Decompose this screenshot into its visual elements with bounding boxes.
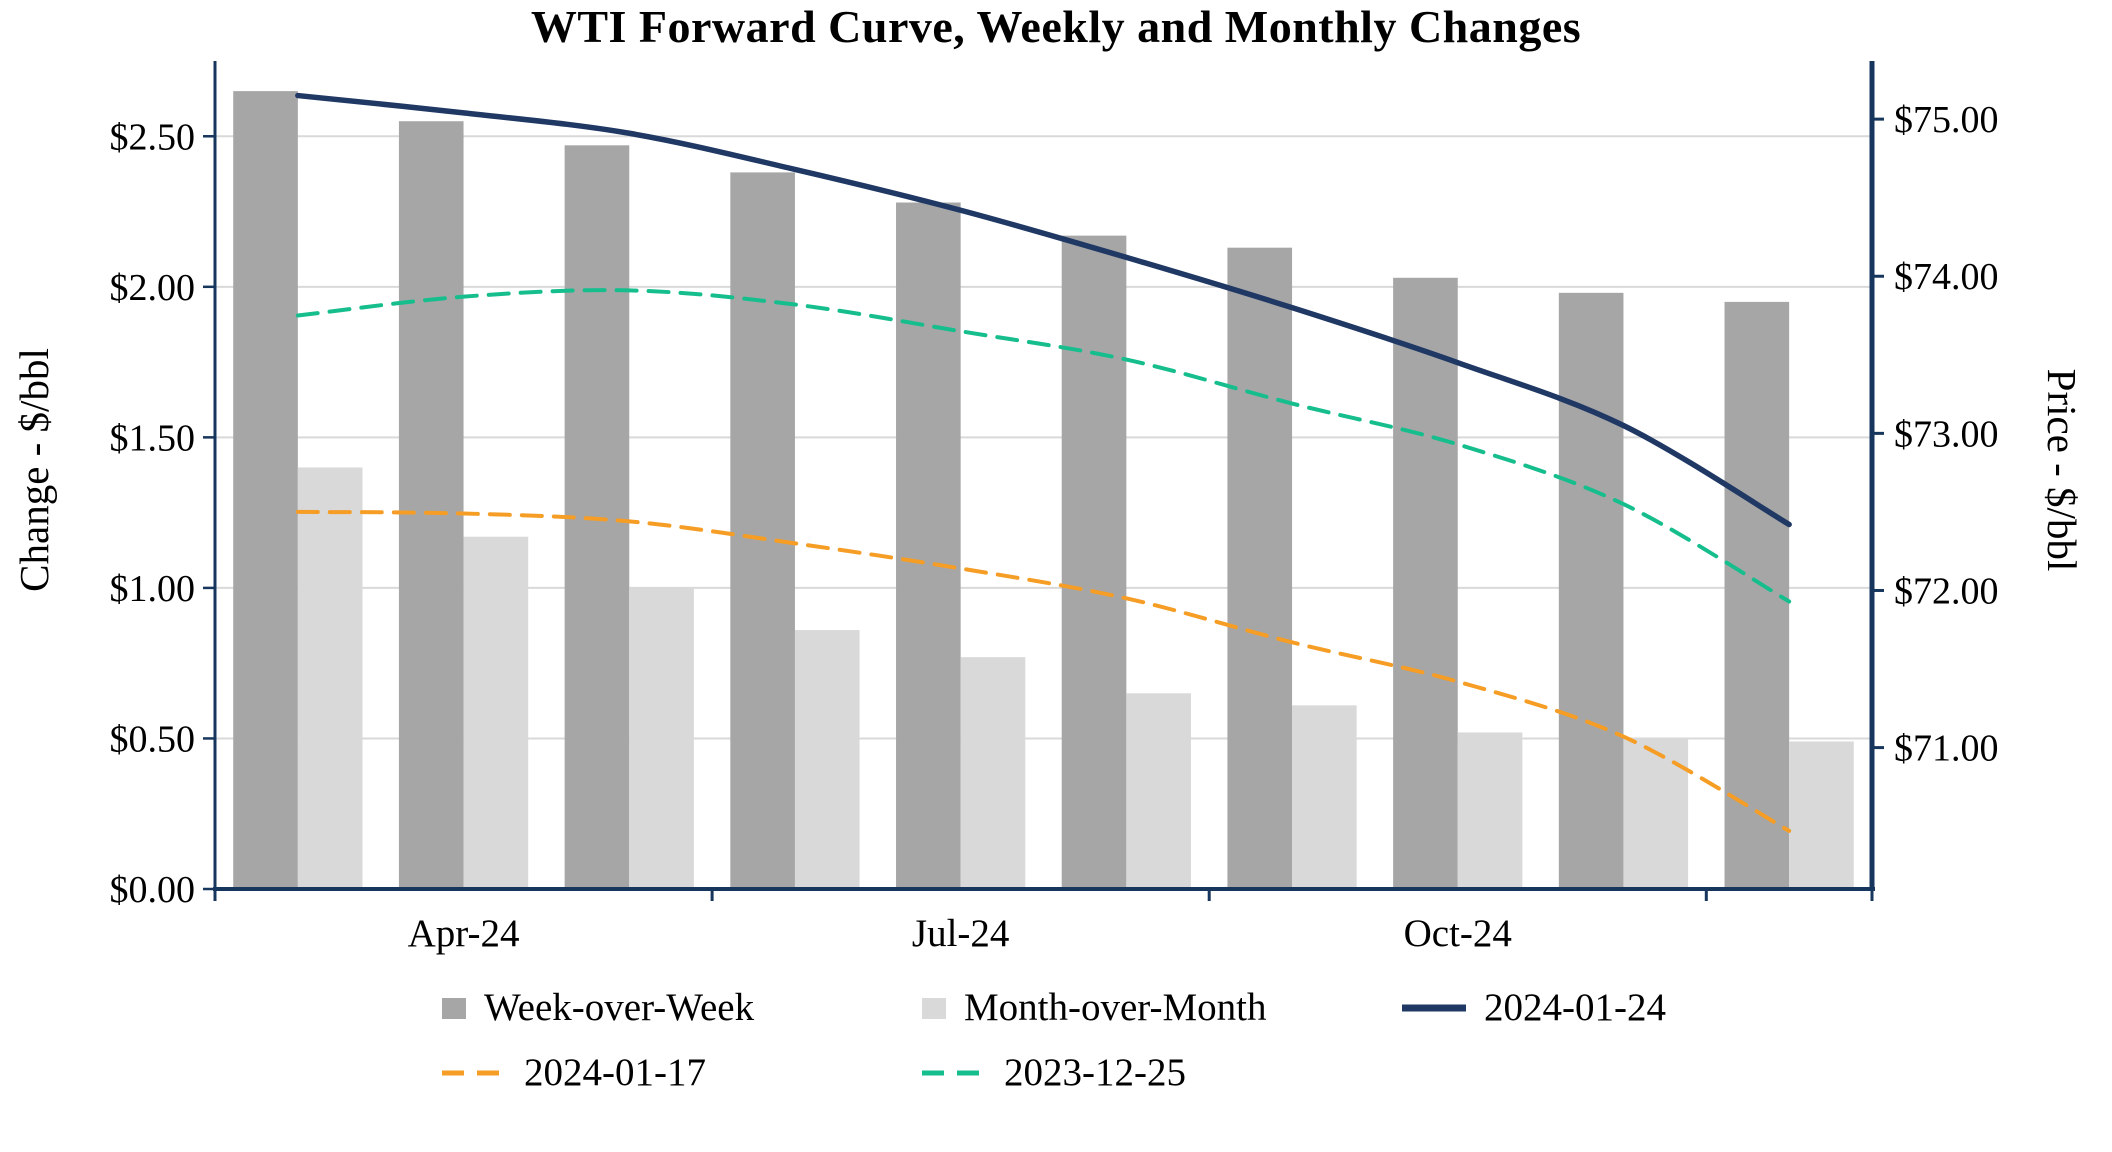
legend-item-2024-01-17: 2024-01-17: [440, 1050, 920, 1095]
x-axis-tick-label: Oct-24: [1404, 912, 1512, 955]
chart-canvas: $0.00 $0.50 $1.00 $1.50 $2.00 $2.50 $71.00 $72.…: [110, 61, 1999, 955]
chart-title: WTI Forward Curve, Weekly and Monthly Ch…: [530, 1, 1582, 52]
left-axis-tick-label: $1.00: [110, 568, 196, 610]
bar-week-over-week: [1724, 301, 1790, 889]
x-axis-tick-label: Jul-24: [912, 912, 1010, 955]
bar-swatch-icon: [922, 997, 946, 1019]
legend-label: 2024-01-24: [1484, 986, 1666, 1029]
bar-month-over-month: [1623, 738, 1689, 889]
bar-month-over-month: [960, 657, 1026, 889]
left-axis-tick-label: $0.00: [110, 869, 196, 911]
legend-item-month-over-month: Month-over-Month: [920, 985, 1400, 1030]
bar-week-over-week: [1227, 247, 1293, 889]
bar-month-over-month: [1292, 705, 1357, 889]
legend-label: Month-over-Month: [964, 986, 1267, 1029]
bar-week-over-week: [896, 202, 961, 890]
legend-item-2024-01-24: 2024-01-24: [1400, 985, 1666, 1030]
chart-legend: Week-over-Week Month-over-Month 2024-01-…: [440, 985, 1666, 1095]
legend-item-2023-12-25: 2023-12-25: [920, 1050, 1400, 1095]
legend-item-week-over-week: Week-over-Week: [440, 985, 920, 1030]
left-axis-tick-label: $0.50: [110, 718, 196, 760]
bar-month-over-month: [794, 630, 860, 889]
bar-week-over-week: [1061, 235, 1127, 890]
bar-week-over-week: [1558, 292, 1624, 890]
left-axis-tick-label: $2.50: [110, 116, 196, 158]
right-axis-tick-label: $72.00: [1894, 570, 1999, 612]
right-axis-tick-label: $71.00: [1894, 728, 1999, 770]
x-axis-tick-label: Apr-24: [408, 912, 520, 955]
left-axis-tick-label: $1.50: [110, 417, 196, 459]
bar-week-over-week: [398, 121, 464, 889]
bar-month-over-month: [1126, 693, 1191, 889]
bar-month-over-month: [297, 467, 363, 889]
bar-week-over-week: [1393, 277, 1458, 889]
right-axis-tick-label: $73.00: [1894, 413, 1999, 455]
legend-label: Week-over-Week: [484, 986, 755, 1029]
right-axis-tick-label: $75.00: [1894, 99, 1999, 141]
bar-month-over-month: [1789, 741, 1854, 889]
bar-week-over-week: [730, 172, 795, 890]
dashed-line-swatch-icon: [442, 1070, 506, 1075]
legend-label: 2024-01-17: [524, 1051, 706, 1094]
solid-line-swatch-icon: [1402, 1004, 1466, 1011]
bar-week-over-week: [233, 91, 298, 890]
legend-label: 2023-12-25: [1004, 1051, 1186, 1094]
line-2023-12-25: [295, 288, 1792, 604]
line-2024-01-17: [295, 509, 1792, 833]
bar-month-over-month: [463, 536, 529, 889]
right-axis-tick-label: $74.00: [1894, 256, 1999, 298]
dashed-line-swatch-icon: [922, 1070, 986, 1075]
bar-month-over-month: [1457, 732, 1523, 889]
left-axis-tick-label: $2.00: [110, 267, 196, 309]
bar-month-over-month: [629, 587, 694, 889]
bar-swatch-icon: [442, 997, 466, 1019]
line-2024-01-24: [295, 92, 1792, 528]
